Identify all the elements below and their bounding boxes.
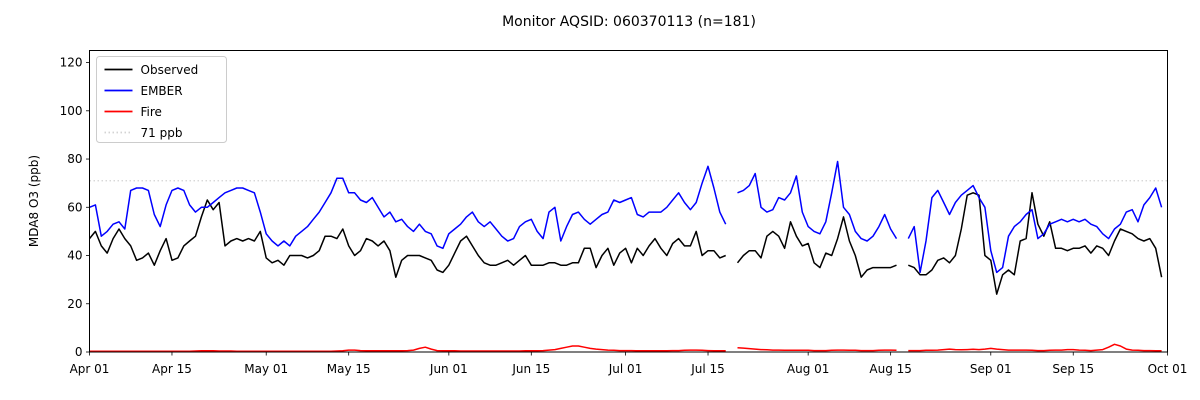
series-line-observed xyxy=(88,199,726,278)
legend-label-observed: Observed xyxy=(141,63,199,77)
series-line-ember xyxy=(89,165,727,250)
y-tick-label: 120 xyxy=(60,56,83,70)
x-tick-label: Apr 01 xyxy=(70,362,110,376)
x-tick-label: Sep 01 xyxy=(970,362,1012,376)
series-line-ember xyxy=(737,160,898,242)
x-axis: Apr 01 Apr 15 May 01 May 15 Jun 01 Jun 15 Jul … xyxy=(70,352,1188,376)
y-tick-label: 40 xyxy=(67,249,82,263)
x-tick-label: Jun 01 xyxy=(429,362,468,376)
y-tick-label: 20 xyxy=(67,297,82,311)
legend-label-ember: EMBER xyxy=(141,84,183,98)
y-axis: 0 20 40 60 80 100 120 xyxy=(60,56,90,359)
series-line-fire xyxy=(908,343,1162,352)
data-series-group xyxy=(88,160,1163,353)
series-line-fire xyxy=(737,346,897,352)
series-line-observed xyxy=(736,216,897,278)
series-line-observed xyxy=(908,192,1163,295)
y-tick-label: 80 xyxy=(67,152,82,166)
x-tick-label: Jun 15 xyxy=(511,362,550,376)
legend-box xyxy=(96,56,227,143)
legend-label-fire: Fire xyxy=(141,105,162,119)
y-tick-label: 100 xyxy=(60,104,83,118)
legend: Observed EMBER Fire 71 ppb xyxy=(96,56,227,143)
x-tick-label: Jul 15 xyxy=(690,362,725,376)
y-tick-label: 60 xyxy=(67,200,82,214)
series-line-fire xyxy=(89,345,726,353)
legend-label-71-ppb: 71 ppb xyxy=(141,126,183,140)
x-tick-label: Sep 15 xyxy=(1052,362,1094,376)
y-axis-label: MDA8 O3 (ppb) xyxy=(27,155,41,247)
x-tick-label: Aug 01 xyxy=(787,362,830,376)
x-tick-label: May 15 xyxy=(327,362,371,376)
y-tick-label: 0 xyxy=(75,345,83,359)
chart-title: Monitor AQSID: 060370113 (n=181) xyxy=(502,14,756,30)
x-tick-label: Jul 01 xyxy=(608,362,643,376)
axes-box xyxy=(89,50,1168,353)
x-tick-label: Aug 15 xyxy=(869,362,912,376)
x-tick-label: Apr 15 xyxy=(152,362,192,376)
x-tick-label: May 01 xyxy=(244,362,288,376)
series-line-ember xyxy=(907,184,1163,274)
x-tick-label: Oct 01 xyxy=(1148,362,1188,376)
